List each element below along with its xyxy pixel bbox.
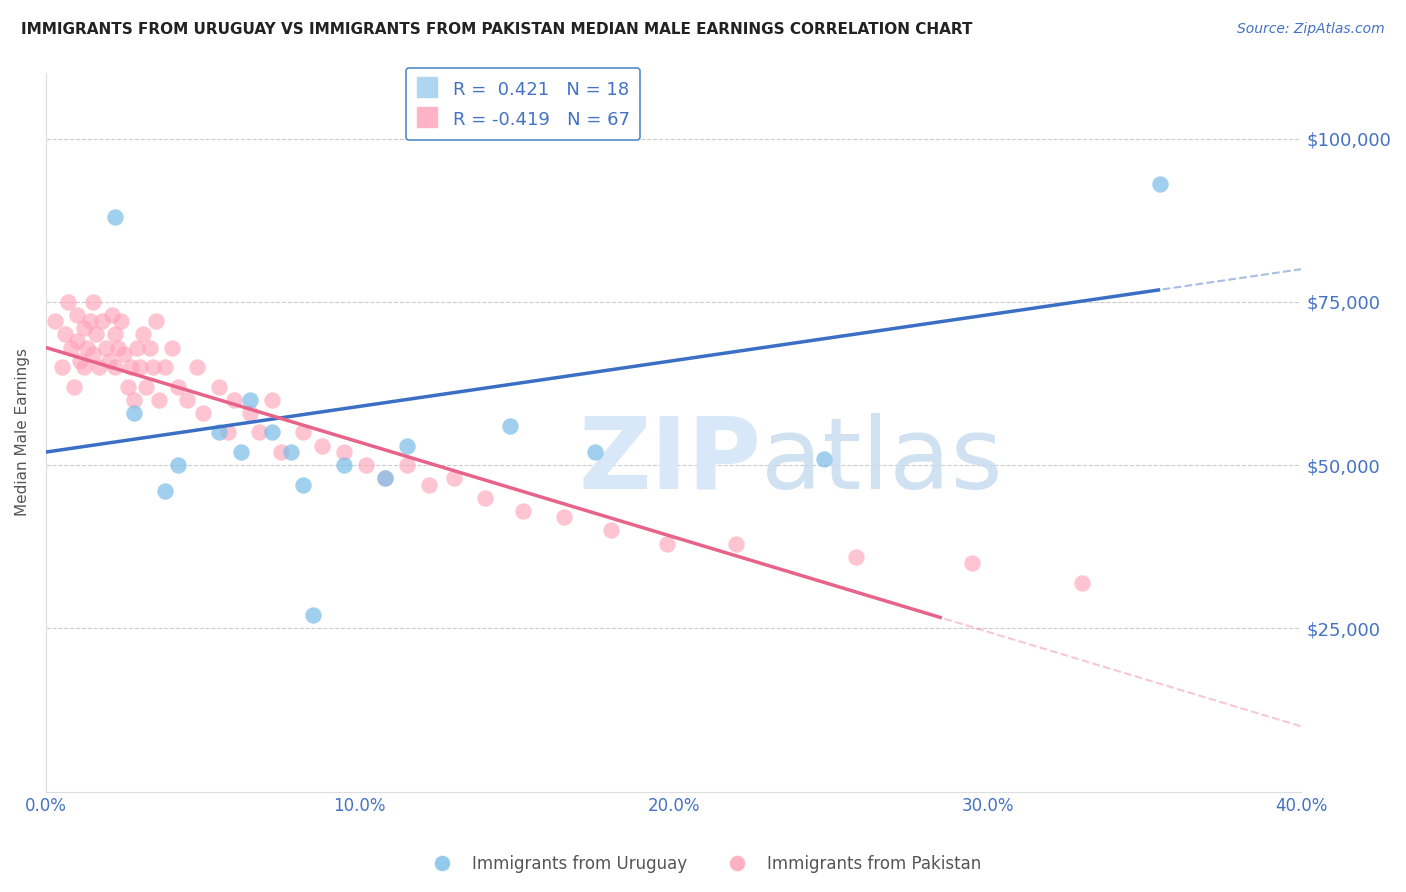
Point: [63, 380, 86, 394]
Point: [395, 438, 418, 452]
Point: [53, 327, 76, 342]
Legend: R =  0.421   N = 18, R = -0.419   N = 67: R = 0.421 N = 18, R = -0.419 N = 67: [405, 68, 640, 140]
Point: [82, 347, 104, 361]
Point: [333, 458, 356, 472]
Point: [101, 308, 124, 322]
Point: [132, 327, 155, 342]
Point: [97, 353, 120, 368]
Point: [104, 210, 127, 224]
Point: [499, 419, 522, 434]
Point: [69, 353, 91, 368]
Point: [125, 341, 148, 355]
Point: [217, 425, 239, 440]
Point: [72, 321, 94, 335]
Point: [657, 536, 679, 550]
Text: atlas: atlas: [762, 413, 1002, 509]
Point: [91, 314, 114, 328]
Point: [160, 341, 183, 355]
Point: [599, 524, 621, 538]
Point: [292, 425, 315, 440]
Point: [138, 341, 160, 355]
Point: [270, 445, 292, 459]
Point: [725, 536, 748, 550]
Point: [224, 392, 246, 407]
Point: [229, 445, 252, 459]
Point: [76, 341, 98, 355]
Point: [94, 341, 117, 355]
Point: [145, 314, 167, 328]
Point: [148, 392, 170, 407]
Point: [112, 347, 135, 361]
Point: [207, 380, 229, 394]
Point: [122, 392, 145, 407]
Point: [107, 341, 129, 355]
Point: [129, 360, 152, 375]
Point: [84, 327, 107, 342]
Point: [443, 471, 465, 485]
Point: [845, 549, 868, 564]
Point: [512, 504, 534, 518]
Point: [239, 392, 262, 407]
Point: [166, 458, 188, 472]
Point: [120, 360, 142, 375]
Point: [292, 477, 315, 491]
Point: [260, 425, 283, 440]
Point: [155, 360, 177, 375]
Point: [82, 294, 104, 309]
Point: [207, 425, 229, 440]
Point: [110, 314, 132, 328]
Point: [166, 380, 188, 394]
Point: [60, 341, 83, 355]
Point: [333, 445, 356, 459]
Point: [1149, 178, 1171, 192]
Point: [155, 484, 177, 499]
Point: [239, 406, 262, 420]
Point: [176, 392, 198, 407]
Point: [247, 425, 270, 440]
Point: [122, 406, 145, 420]
Point: [280, 445, 302, 459]
Point: [56, 294, 79, 309]
Point: [474, 491, 496, 505]
Y-axis label: Median Male Earnings: Median Male Earnings: [15, 349, 30, 516]
Point: [191, 406, 214, 420]
Point: [142, 360, 165, 375]
Point: [104, 327, 127, 342]
Point: [1070, 575, 1092, 590]
Legend: Immigrants from Uruguay, Immigrants from Pakistan: Immigrants from Uruguay, Immigrants from…: [419, 848, 987, 880]
Point: [813, 451, 835, 466]
Point: [186, 360, 208, 375]
Point: [135, 380, 157, 394]
Point: [374, 471, 396, 485]
Point: [960, 556, 983, 570]
Text: ZIP: ZIP: [579, 413, 762, 509]
Point: [553, 510, 575, 524]
Point: [104, 360, 127, 375]
Point: [418, 477, 440, 491]
Point: [51, 360, 73, 375]
Point: [583, 445, 606, 459]
Point: [311, 438, 333, 452]
Point: [89, 360, 111, 375]
Point: [260, 392, 283, 407]
Point: [301, 608, 323, 623]
Point: [117, 380, 139, 394]
Point: [72, 360, 94, 375]
Point: [66, 334, 89, 348]
Point: [395, 458, 418, 472]
Text: IMMIGRANTS FROM URUGUAY VS IMMIGRANTS FROM PAKISTAN MEDIAN MALE EARNINGS CORRELA: IMMIGRANTS FROM URUGUAY VS IMMIGRANTS FR…: [21, 22, 973, 37]
Point: [79, 314, 101, 328]
Text: Source: ZipAtlas.com: Source: ZipAtlas.com: [1237, 22, 1385, 37]
Point: [66, 308, 89, 322]
Point: [374, 471, 396, 485]
Point: [44, 314, 66, 328]
Point: [354, 458, 377, 472]
